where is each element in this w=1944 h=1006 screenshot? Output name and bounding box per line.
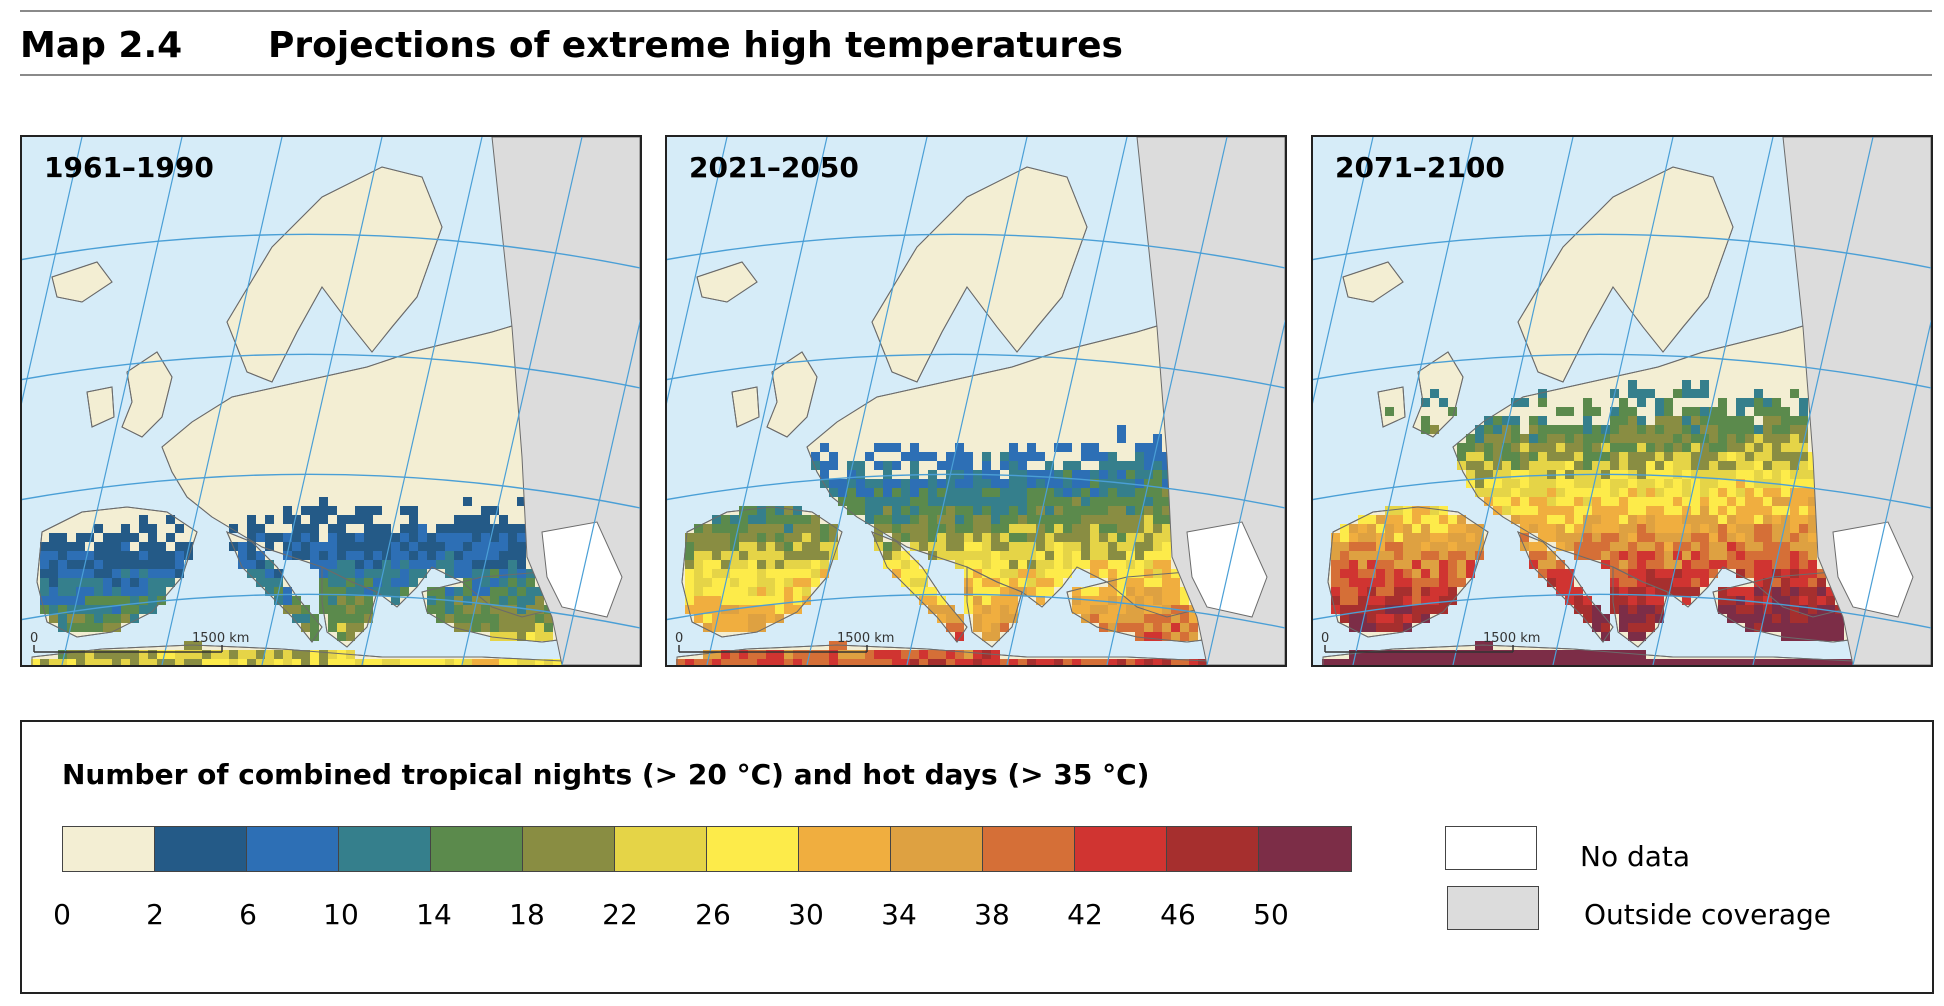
ramp-swatch <box>63 827 155 871</box>
ramp-swatch <box>431 827 523 871</box>
outside-coverage-label: Outside coverage <box>1584 898 1832 931</box>
ramp-swatch <box>1075 827 1167 871</box>
scale-end-label: 1500 km <box>837 631 894 646</box>
legend-title: Number of combined tropical nights (> 20… <box>62 758 1150 791</box>
legend: Number of combined tropical nights (> 20… <box>20 720 1934 994</box>
ramp-tick-label: 34 <box>881 898 917 931</box>
ramp-tick-label: 14 <box>416 898 452 931</box>
scale-start-label: 0 <box>1321 631 1329 646</box>
scale-bar: 0 1500 km <box>1321 631 1540 653</box>
ramp-tick-label: 2 <box>146 898 164 931</box>
map-panel-3: 0 1500 km 2071–2100 <box>1311 135 1933 667</box>
no-data-label: No data <box>1580 840 1691 873</box>
ramp-swatch <box>1167 827 1259 871</box>
ramp-tick-label: 38 <box>974 898 1010 931</box>
ramp-tick-label: 0 <box>53 898 71 931</box>
ramp-swatch <box>891 827 983 871</box>
ramp-swatch <box>799 827 891 871</box>
ramp-swatch <box>247 827 339 871</box>
scale-end-label: 1500 km <box>192 631 249 646</box>
ramp-swatch <box>615 827 707 871</box>
outside-coverage-swatch <box>1447 886 1539 930</box>
ramp-swatch <box>983 827 1075 871</box>
title-row: Map 2.4 Projections of extreme high temp… <box>20 18 1123 72</box>
ramp-tick-label: 42 <box>1067 898 1103 931</box>
scale-start-label: 0 <box>675 631 683 646</box>
ramp-tick-label: 30 <box>788 898 824 931</box>
scale-start-label: 0 <box>30 631 38 646</box>
map-svg: 0 1500 km <box>667 137 1285 665</box>
map-label: Map 2.4 <box>20 24 183 66</box>
scale-bar: 0 1500 km <box>30 631 249 653</box>
no-data-swatch <box>1445 826 1537 870</box>
color-ramp <box>62 826 1352 872</box>
ramp-swatch <box>707 827 799 871</box>
map-svg: 0 1500 km <box>1313 137 1931 665</box>
ramp-tick-label: 26 <box>695 898 731 931</box>
ramp-swatch <box>155 827 247 871</box>
map-panel-2: 0 1500 km 2021–2050 <box>665 135 1287 667</box>
ramp-tick-label: 22 <box>602 898 638 931</box>
ramp-tick-label: 46 <box>1160 898 1196 931</box>
period-label: 2071–2100 <box>1335 151 1505 184</box>
ramp-swatch <box>523 827 615 871</box>
ramp-tick-label: 18 <box>509 898 545 931</box>
map-svg: 0 1500 km <box>22 137 640 665</box>
ramp-tick-label: 6 <box>239 898 257 931</box>
ramp-tick-label: 50 <box>1253 898 1289 931</box>
period-label: 1961–1990 <box>44 151 214 184</box>
ramp-swatch <box>1259 827 1351 871</box>
map-title: Projections of extreme high temperatures <box>268 24 1123 66</box>
ramp-swatch <box>339 827 431 871</box>
title-rule <box>20 74 1932 76</box>
ramp-tick-label: 10 <box>323 898 359 931</box>
top-rule <box>20 10 1932 12</box>
map-panel-1: 0 1500 km 1961–1990 <box>20 135 642 667</box>
period-label: 2021–2050 <box>689 151 859 184</box>
scale-bar: 0 1500 km <box>675 631 894 653</box>
scale-end-label: 1500 km <box>1483 631 1540 646</box>
